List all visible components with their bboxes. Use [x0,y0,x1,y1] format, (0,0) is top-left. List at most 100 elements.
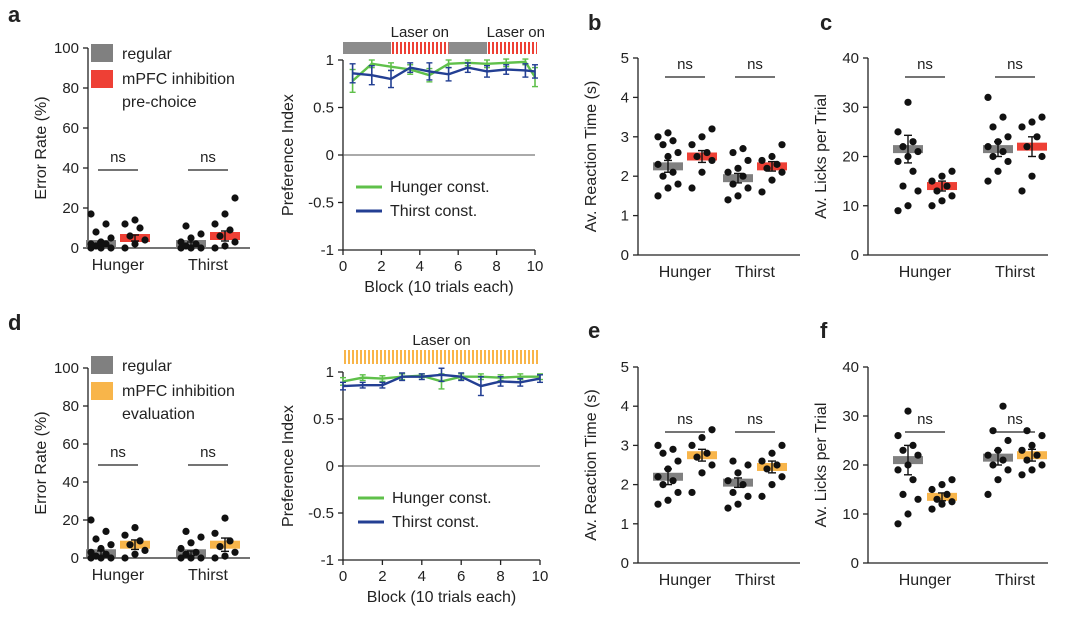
significance-label: ns [677,411,693,428]
data-point [698,433,706,442]
y-tick-label: 0.5 [313,100,334,117]
data-point [758,457,766,465]
data-point [1038,461,1046,469]
data-point [659,449,667,457]
y-tick-label: 1 [621,208,629,225]
data-point [773,461,781,469]
legend-inhibition-label: mPFC inhibition [122,71,235,88]
data-point [664,184,672,192]
data-point [1023,456,1031,464]
data-point [177,238,185,246]
y-tick-label: 40 [842,359,859,376]
x-tick-label: 8 [496,568,504,585]
significance-label: ns [200,444,216,461]
data-point [984,177,992,185]
data-point [669,477,677,485]
data-point [729,457,737,465]
data-point [182,242,190,250]
data-point [688,488,696,497]
data-point [226,226,234,234]
data-point [904,202,912,210]
data-point [698,469,706,477]
data-point [989,427,997,435]
data-point [698,133,706,141]
legend-hunger-label: Hunger const. [390,179,490,196]
y-axis-label: Preference Index [280,94,297,216]
data-point [192,548,200,556]
y-tick-label: 0 [851,555,859,572]
group-label: Hunger [659,572,712,589]
data-point [943,490,951,498]
series-line [352,66,536,81]
y-tick-label: 20 [62,200,79,217]
data-point [984,451,992,459]
y-tick-label: 0 [621,555,629,572]
legend-regular-label: regular [122,358,172,375]
y-tick-label: 3 [621,437,629,454]
data-point [674,488,682,497]
data-point [999,402,1007,410]
y-tick-label: 10 [842,198,859,215]
group-label: Hunger [659,264,712,281]
data-point [744,492,752,500]
legend-evaluation-sublabel: evaluation [122,406,195,423]
y-tick-label: -0.5 [308,505,334,522]
data-point [724,196,732,204]
legend-thirst-label: Thirst const. [392,514,479,531]
y-axis-label: Preference Index [280,405,297,527]
laser-label: Laser on [391,24,449,41]
significance-label: ns [917,411,933,428]
data-point [136,224,144,232]
data-point [654,192,662,200]
x-tick-label: 8 [492,258,500,275]
series-hunger-regular [893,98,923,215]
data-point [894,157,902,166]
data-point [899,143,907,151]
y-axis-label: Av. Reaction Time (s) [583,81,600,232]
pref-legend-bottom: Hunger const. Thirst const. [358,490,492,531]
data-point [768,152,776,161]
data-point [729,148,737,157]
data-point [943,182,951,190]
data-point [914,147,922,156]
data-point [1004,436,1012,445]
data-point [107,234,115,242]
group-label: Thirst [735,264,776,281]
y-tick-label: 4 [621,89,629,106]
data-point [914,451,922,459]
y-tick-label: 0 [326,147,334,164]
data-point [778,473,786,481]
group-label: Thirst [995,572,1036,589]
data-point [1038,113,1046,121]
group-label: Hunger [92,257,145,274]
laser-on-segment [391,42,449,54]
data-point [654,473,662,481]
data-point [758,156,766,165]
data-point [899,446,907,454]
data-point [1018,187,1026,195]
data-point [984,490,992,498]
y-tick-label: 1 [326,364,334,381]
data-point [141,236,149,244]
data-point [734,500,742,508]
data-point [1028,441,1036,449]
data-point [216,232,224,240]
pref-legend-top: Hunger const. Thirst const. [356,179,490,220]
data-point [744,156,752,165]
data-point [894,128,902,136]
significance-label: ns [747,411,763,428]
series-thirst-regular [176,527,206,562]
data-point [703,449,711,457]
data-point [768,176,776,184]
series-thirst-evaluation [1017,427,1047,479]
data-point [933,187,941,195]
y-axis-label: Av. Licks per Trial [813,94,830,219]
y-tick-label: 20 [842,149,859,166]
x-axis-label: Block (10 trials each) [367,589,516,606]
series-hunger-regular [86,516,116,562]
x-axis-label: Block (10 trials each) [364,279,513,296]
data-point [211,244,219,252]
data-point [1038,152,1046,161]
